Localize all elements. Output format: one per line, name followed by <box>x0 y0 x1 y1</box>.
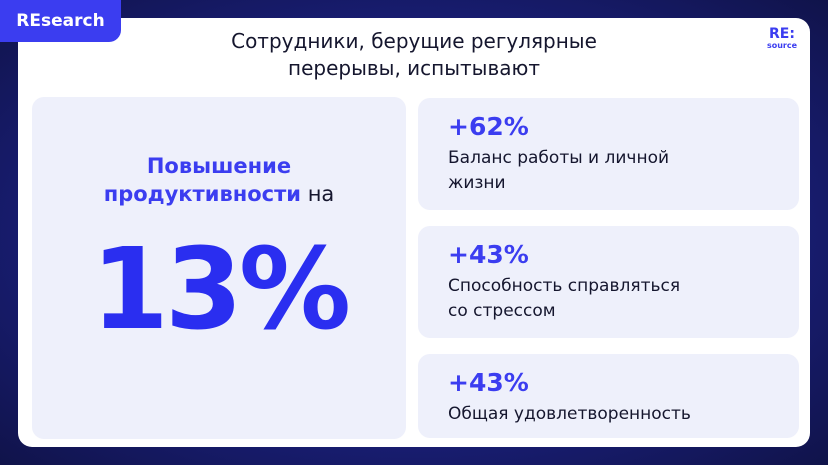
highlight-value: 13% <box>90 225 351 355</box>
stat-value: +43% <box>448 368 529 397</box>
stat-value: +62% <box>448 112 529 141</box>
stat-label-line: Способность справляться <box>448 276 681 296</box>
logo: RE: source <box>758 27 806 51</box>
accent-text: продуктивности <box>103 182 302 206</box>
stat-panel: +62% Баланс работы и личной жизни <box>418 98 799 210</box>
title: Сотрудники, берущие регулярные перерывы,… <box>150 28 678 82</box>
stat-value: +43% <box>448 240 529 269</box>
logo-bottom: source <box>766 41 798 50</box>
stat-label: Общая удовлетворенность <box>448 402 691 427</box>
plain-text: на <box>307 182 335 206</box>
stat-label-line: Баланс работы и личной <box>448 148 670 168</box>
highlight-panel: Повышение продуктивности на 13% <box>32 97 406 439</box>
accent-text: Повышение <box>146 154 292 178</box>
stat-panel: +43% Общая удовлетворенность <box>418 354 799 438</box>
stat-label-line: жизни <box>448 173 506 193</box>
highlight-label: Повышение продуктивности на <box>32 152 406 208</box>
logo-top: RE: <box>769 26 795 42</box>
title-line: Сотрудники, берущие регулярные <box>231 29 597 53</box>
badge: REsearch <box>0 0 121 42</box>
stat-panel: +43% Способность справляться со стрессом <box>418 226 799 338</box>
stat-label: Способность справляться со стрессом <box>448 274 680 324</box>
stat-label-line: со стрессом <box>448 301 556 321</box>
title-line: перерывы, испытывают <box>288 56 540 80</box>
stat-label: Баланс работы и личной жизни <box>448 146 669 196</box>
stat-label-line: Общая удовлетворенность <box>448 404 691 424</box>
